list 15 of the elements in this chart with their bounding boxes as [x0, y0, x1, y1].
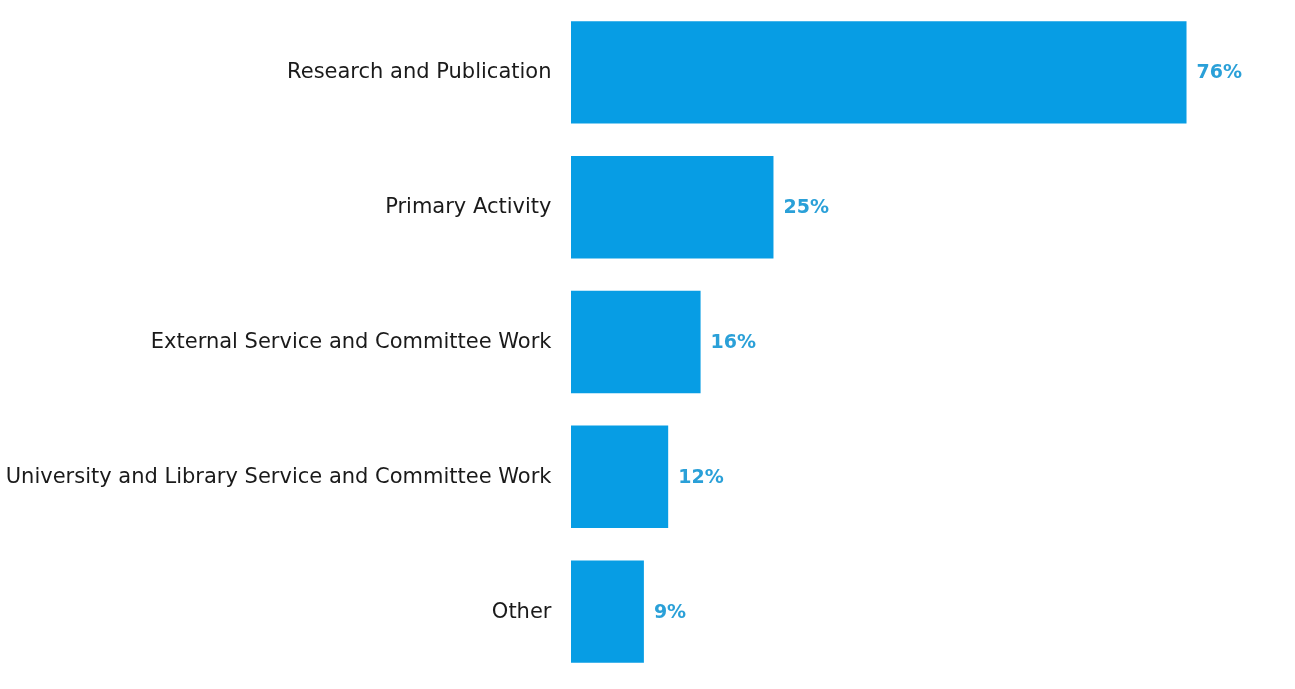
bar: [571, 21, 1187, 124]
y-tick-label: Primary Activity: [385, 194, 552, 219]
y-tick-label: University and Library Service and Committee Work: [5, 463, 553, 488]
y-tick-label: Other: [491, 598, 552, 623]
bar: [571, 290, 701, 394]
y-tick-label: Research and Publication: [287, 59, 552, 84]
data-label: 12%: [678, 464, 724, 487]
data-label: 16%: [710, 330, 757, 352]
bar: [571, 560, 644, 663]
bar: [571, 155, 774, 259]
data-label: 76%: [1196, 60, 1242, 83]
data-label: 25%: [783, 195, 829, 218]
bar: [571, 425, 669, 529]
data-label: 9%: [653, 599, 687, 622]
y-tick-label: External Service and Committee Work: [150, 329, 553, 353]
